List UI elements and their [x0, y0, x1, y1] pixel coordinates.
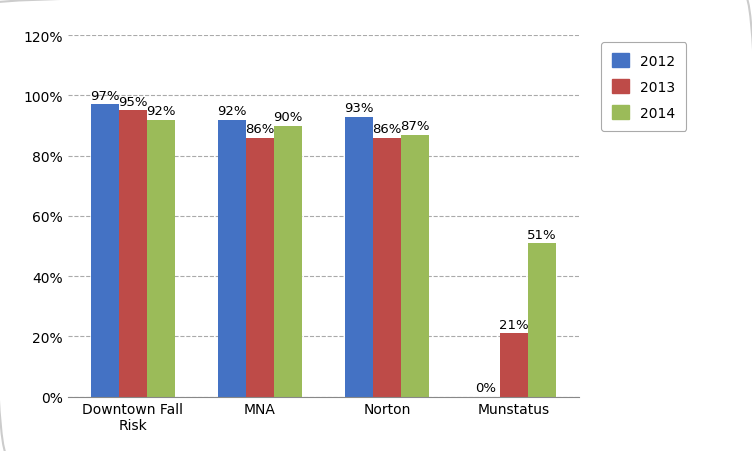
Bar — [218, 120, 246, 397]
Bar — [500, 334, 528, 397]
Text: 0%: 0% — [475, 382, 496, 395]
Text: 87%: 87% — [400, 120, 429, 133]
Text: 93%: 93% — [344, 102, 374, 115]
Text: 90%: 90% — [273, 111, 302, 124]
Bar — [119, 111, 147, 397]
Text: 86%: 86% — [372, 123, 402, 136]
Bar — [91, 105, 119, 397]
Bar — [246, 138, 274, 397]
Bar — [401, 135, 429, 397]
Text: 21%: 21% — [499, 318, 529, 331]
Text: 92%: 92% — [146, 105, 175, 118]
Text: 86%: 86% — [245, 123, 274, 136]
Bar — [373, 138, 401, 397]
Text: 97%: 97% — [90, 90, 120, 103]
Text: 92%: 92% — [217, 105, 247, 118]
Bar — [274, 126, 302, 397]
Text: 51%: 51% — [527, 228, 556, 241]
Text: 95%: 95% — [118, 96, 147, 109]
Bar — [147, 120, 174, 397]
Legend: 2012, 2013, 2014: 2012, 2013, 2014 — [602, 43, 687, 132]
Bar — [528, 244, 556, 397]
Bar — [345, 117, 373, 397]
